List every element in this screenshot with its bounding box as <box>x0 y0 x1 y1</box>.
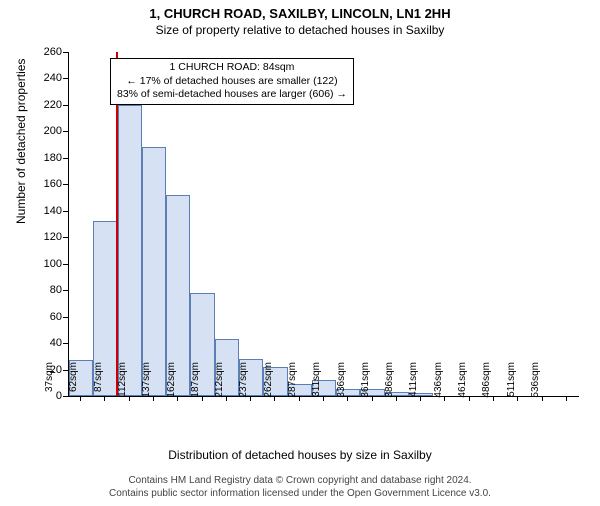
x-tick-label: 62sqm <box>68 362 79 402</box>
y-tick-mark <box>63 158 68 159</box>
x-tick-mark <box>274 396 275 401</box>
x-tick-label: 237sqm <box>238 362 249 402</box>
x-tick-label: 187sqm <box>190 362 201 402</box>
footer-line1: Contains HM Land Registry data © Crown c… <box>0 474 600 487</box>
x-tick-mark <box>299 396 300 401</box>
x-tick-mark <box>129 396 130 401</box>
x-tick-label: 137sqm <box>141 362 152 402</box>
y-tick-mark <box>63 264 68 265</box>
x-tick-label: 112sqm <box>117 362 128 402</box>
x-tick-mark <box>202 396 203 401</box>
histogram-bar <box>118 105 142 396</box>
x-tick-mark <box>177 396 178 401</box>
y-tick-mark <box>63 131 68 132</box>
y-tick-mark <box>63 78 68 79</box>
x-tick-label: 311sqm <box>311 362 322 402</box>
y-tick-mark <box>63 237 68 238</box>
footer-line2: Contains public sector information licen… <box>0 487 600 500</box>
x-tick-mark <box>153 396 154 401</box>
y-tick-mark <box>63 105 68 106</box>
y-tick-mark <box>63 52 68 53</box>
x-tick-label: 511sqm <box>506 362 517 402</box>
y-tick-label: 180 <box>32 152 62 164</box>
y-tick-mark <box>63 290 68 291</box>
y-tick-mark <box>63 211 68 212</box>
x-tick-label: 262sqm <box>263 362 274 402</box>
x-tick-label: 87sqm <box>93 362 104 402</box>
x-tick-label: 212sqm <box>214 362 225 402</box>
x-tick-label: 436sqm <box>433 362 444 402</box>
y-tick-label: 120 <box>32 231 62 243</box>
y-tick-label: 240 <box>32 72 62 84</box>
x-tick-mark <box>250 396 251 401</box>
x-tick-label: 461sqm <box>457 362 468 402</box>
y-tick-label: 140 <box>32 205 62 217</box>
chart-title-main: 1, CHURCH ROAD, SAXILBY, LINCOLN, LN1 2H… <box>0 6 600 21</box>
x-tick-label: 162sqm <box>166 362 177 402</box>
y-axis-label: Number of detached properties <box>14 59 28 224</box>
x-tick-label: 361sqm <box>360 362 371 402</box>
y-tick-mark <box>63 317 68 318</box>
x-tick-mark <box>104 396 105 401</box>
y-tick-label: 40 <box>32 337 62 349</box>
x-tick-label: 411sqm <box>408 362 419 402</box>
y-tick-label: 200 <box>32 125 62 137</box>
x-tick-mark <box>347 396 348 401</box>
x-tick-mark <box>372 396 373 401</box>
x-tick-mark <box>493 396 494 401</box>
annotation-line1: 1 CHURCH ROAD: 84sqm <box>117 61 347 75</box>
x-tick-label: 486sqm <box>481 362 492 402</box>
chart-title-sub: Size of property relative to detached ho… <box>0 23 600 37</box>
x-tick-mark <box>396 396 397 401</box>
annotation-box: 1 CHURCH ROAD: 84sqm ← 17% of detached h… <box>110 58 354 105</box>
x-tick-mark <box>420 396 421 401</box>
y-tick-label: 60 <box>32 311 62 323</box>
y-tick-label: 220 <box>32 99 62 111</box>
x-tick-label: 336sqm <box>336 362 347 402</box>
y-tick-label: 160 <box>32 178 62 190</box>
x-tick-mark <box>517 396 518 401</box>
x-tick-mark <box>444 396 445 401</box>
y-tick-mark <box>63 343 68 344</box>
x-tick-mark <box>542 396 543 401</box>
y-tick-mark <box>63 184 68 185</box>
annotation-line3: 83% of semi-detached houses are larger (… <box>117 88 347 102</box>
x-tick-mark <box>323 396 324 401</box>
x-tick-label: 386sqm <box>384 362 395 402</box>
x-tick-mark <box>469 396 470 401</box>
y-tick-label: 260 <box>32 46 62 58</box>
x-tick-label: 536sqm <box>530 362 541 402</box>
chart-container: 1 CHURCH ROAD: 84sqm ← 17% of detached h… <box>68 52 578 396</box>
x-tick-label: 37sqm <box>44 362 55 402</box>
y-tick-label: 100 <box>32 258 62 270</box>
x-tick-mark <box>566 396 567 401</box>
annotation-line2: ← 17% of detached houses are smaller (12… <box>117 75 347 89</box>
x-tick-mark <box>80 396 81 401</box>
histogram-bar <box>142 147 166 396</box>
x-tick-mark <box>226 396 227 401</box>
y-tick-label: 80 <box>32 284 62 296</box>
footer: Contains HM Land Registry data © Crown c… <box>0 474 600 500</box>
x-tick-label: 287sqm <box>287 362 298 402</box>
x-axis-label: Distribution of detached houses by size … <box>0 448 600 462</box>
